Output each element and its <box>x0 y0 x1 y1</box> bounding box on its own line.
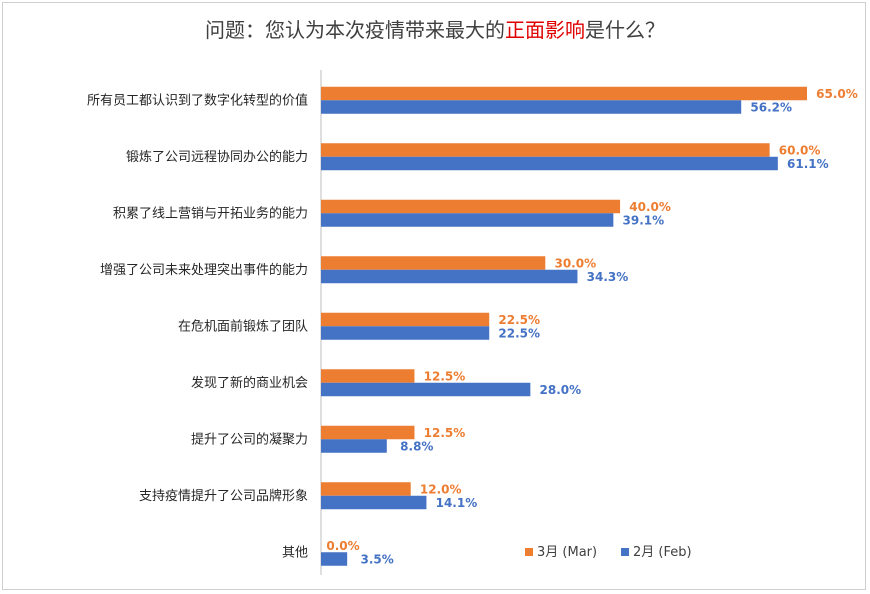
data-label-feb: 8.8% <box>400 439 433 453</box>
bar-feb <box>321 326 490 340</box>
bar-feb <box>321 213 614 227</box>
data-label-mar: 60.0% <box>779 143 821 157</box>
data-label-feb: 14.1% <box>436 496 478 510</box>
bar-mar <box>321 143 770 157</box>
category-label: 其他 <box>282 545 308 560</box>
bar-feb <box>321 269 578 284</box>
bar-mar <box>321 199 621 214</box>
data-label-mar: 12.5% <box>424 426 466 440</box>
data-label-mar: 65.0% <box>816 87 858 101</box>
category-label: 增强了公司未来处理突出事件的能力 <box>100 262 308 278</box>
bar-mar <box>321 369 415 383</box>
title-prefix: 问题：您认为本次疫情带来最大的 <box>205 18 505 42</box>
bar-mar <box>321 312 490 327</box>
category-label: 在危机面前锻炼了团队 <box>178 318 308 334</box>
legend-swatch-mar <box>525 548 533 556</box>
data-label-mar: 22.5% <box>498 313 540 327</box>
chart-title: 问题：您认为本次疫情带来最大的正面影响是什么？ <box>0 14 870 43</box>
data-label-mar: 30.0% <box>554 256 596 270</box>
category-label: 锻炼了公司远程协同办公的能力 <box>126 149 308 165</box>
title-suffix: 是什么？ <box>585 18 665 42</box>
title-highlight: 正面影响 <box>505 18 585 42</box>
data-label-mar: 12.0% <box>420 482 462 496</box>
data-label-feb: 61.1% <box>787 157 829 171</box>
bar-feb <box>321 382 531 397</box>
bar-mar <box>321 425 415 440</box>
data-label-feb: 28.0% <box>540 383 582 397</box>
legend-label-mar: 3月 (Mar) <box>537 545 597 560</box>
data-label-feb: 39.1% <box>623 213 665 227</box>
legend-label-feb: 2月 (Feb) <box>633 545 692 560</box>
bar-mar <box>321 256 546 270</box>
bar-feb <box>321 100 742 114</box>
bar-feb <box>321 552 348 566</box>
category-label: 提升了公司的凝聚力 <box>191 431 308 447</box>
bar-feb <box>321 156 778 171</box>
category-label: 所有员工都认识到了数字化转型的价值 <box>87 92 308 108</box>
data-label-mar: 40.0% <box>629 200 671 214</box>
data-label-feb: 3.5% <box>361 552 394 566</box>
legend-swatch-feb <box>621 548 629 556</box>
data-label-mar: 0.0% <box>326 539 359 553</box>
bar-mar <box>321 86 807 101</box>
data-label-feb: 22.5% <box>498 326 540 340</box>
bar-feb <box>321 495 427 510</box>
data-label-mar: 12.5% <box>424 369 466 383</box>
data-label-feb: 56.2% <box>750 100 792 114</box>
data-label-feb: 34.3% <box>587 270 629 284</box>
bar-mar <box>321 482 411 496</box>
category-label: 发现了新的商业机会 <box>191 375 308 391</box>
category-label: 支持疫情提升了公司品牌形象 <box>139 488 308 504</box>
bar-feb <box>321 439 387 453</box>
category-label: 积累了线上营销与开拓业务的能力 <box>113 205 308 221</box>
